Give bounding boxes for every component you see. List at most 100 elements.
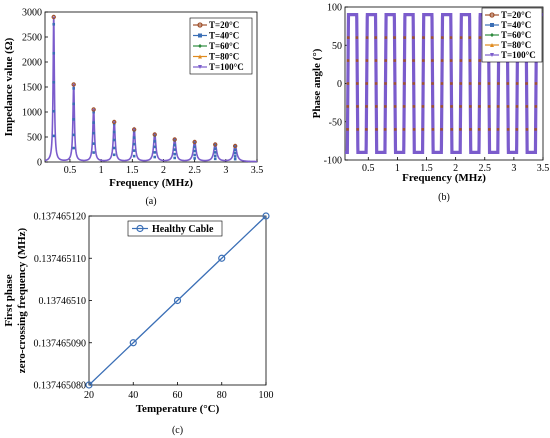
y-axis-label: Phase angle (°) [311, 48, 323, 118]
impedance-marker [153, 140, 157, 143]
phase-marker [450, 82, 453, 85]
phase-marker [365, 82, 369, 85]
y-tick-label: 50 [332, 41, 342, 52]
legend-box [127, 220, 223, 237]
impedance-marker [72, 87, 75, 90]
y-tick-label: 0.13746510 [39, 296, 87, 307]
legend-label: T=20°C [209, 20, 239, 30]
phase-marker [421, 105, 425, 108]
impedance-marker [153, 145, 157, 149]
impedance-marker [132, 142, 136, 146]
impedance-marker [233, 151, 237, 155]
phase-marker [412, 59, 415, 62]
impedance-marker [153, 155, 157, 159]
x-tick-label: 1 [395, 163, 400, 174]
phase-marker [384, 105, 387, 108]
impedance-marker [92, 121, 95, 124]
phase-marker [534, 105, 538, 108]
y-tick-label: -50 [329, 117, 342, 128]
impedance-peak-marker [172, 137, 177, 142]
impedance-marker [52, 109, 56, 113]
phase-marker [412, 82, 416, 85]
phase-marker [468, 82, 472, 85]
y-tick-label: -100 [324, 156, 342, 167]
phase-marker [375, 128, 378, 131]
phase-marker [525, 105, 529, 108]
impedance-marker [173, 148, 176, 151]
phase-marker [356, 105, 359, 108]
y-tick-label: 1500 [22, 83, 42, 94]
impedance-marker [213, 157, 217, 161]
x-axis-label: Temperature (°C) [136, 403, 220, 415]
x-tick-label: 0.5 [64, 165, 77, 176]
legend-label: T=80°C [501, 40, 531, 50]
phase-marker [496, 105, 500, 108]
phase-marker [468, 59, 472, 62]
y-tick-label: 0.137465080 [34, 381, 87, 392]
impedance-marker [213, 154, 217, 158]
impedance-marker [233, 145, 237, 149]
x-tick-label: 3 [223, 165, 228, 176]
impedance-marker [112, 146, 116, 150]
impedance-marker [173, 152, 176, 156]
y-tick-label: 1000 [22, 108, 42, 119]
phase-marker [440, 82, 444, 85]
phase-marker [459, 105, 462, 108]
impedance-marker [112, 153, 116, 157]
phase-marker [402, 128, 406, 131]
phase-marker [487, 105, 491, 108]
caption-a: (a) [145, 196, 156, 207]
phase-marker [346, 59, 350, 62]
y-tick-label: 0.137465090 [34, 338, 87, 349]
impedance-marker [193, 145, 196, 149]
legend-label: T=100°C [209, 62, 244, 72]
phase-marker [365, 36, 369, 39]
legend-label: T=40°C [209, 31, 239, 41]
y-tick-label: 0.137465110 [34, 254, 86, 265]
phase-marker [383, 128, 387, 131]
x-tick-label: 3 [511, 163, 516, 174]
x-tick-label: 0.5 [362, 163, 375, 174]
phase-marker [355, 82, 359, 85]
impedance-marker [193, 157, 196, 160]
phase-marker [430, 36, 434, 39]
data-point [129, 339, 137, 347]
x-tick-label: 60 [173, 390, 183, 401]
phase-marker [346, 105, 350, 108]
impedance-marker [233, 155, 237, 158]
phase-marker [506, 128, 510, 131]
phase-marker [403, 82, 406, 85]
phase-marker [506, 82, 510, 85]
impedance-marker [213, 147, 217, 151]
phase-marker [469, 105, 472, 108]
x-tick-label: 2.5 [479, 163, 492, 174]
legend-label: T=100°C [501, 50, 536, 60]
phase-marker [421, 82, 425, 85]
phase-marker [488, 128, 491, 131]
legend-marker [490, 43, 494, 47]
y-axis-label-line2: zero-crossing frequency (MHz) [16, 227, 28, 373]
phase-marker [515, 82, 519, 85]
phase-marker [449, 59, 453, 62]
phase-marker [374, 105, 378, 108]
impedance-peak-marker [192, 139, 197, 145]
legend-label: T=60°C [501, 30, 531, 40]
phase-marker [468, 36, 472, 39]
legend-label: T=80°C [209, 52, 239, 62]
impedance-marker [92, 142, 95, 145]
y-tick-label: 2500 [22, 33, 42, 44]
legend-marker [489, 12, 495, 18]
phase-marker [449, 36, 453, 39]
y-tick-label: 100 [327, 3, 342, 14]
phase-marker [365, 105, 368, 108]
legend-marker [136, 224, 144, 233]
impedance-marker [52, 51, 56, 55]
y-tick-label: 500 [27, 133, 42, 144]
y-tick-label: 2000 [22, 58, 42, 69]
x-tick-label: 1.5 [420, 163, 433, 174]
panel-b: 0.5 1 1.5 2 2.5 3 3.5 -100 -50 0 50 100 Frequency (M… [311, 3, 549, 204]
x-tick-label: 2.5 [188, 165, 201, 176]
phase-marker [384, 59, 388, 62]
impedance-peak-marker [152, 132, 157, 137]
